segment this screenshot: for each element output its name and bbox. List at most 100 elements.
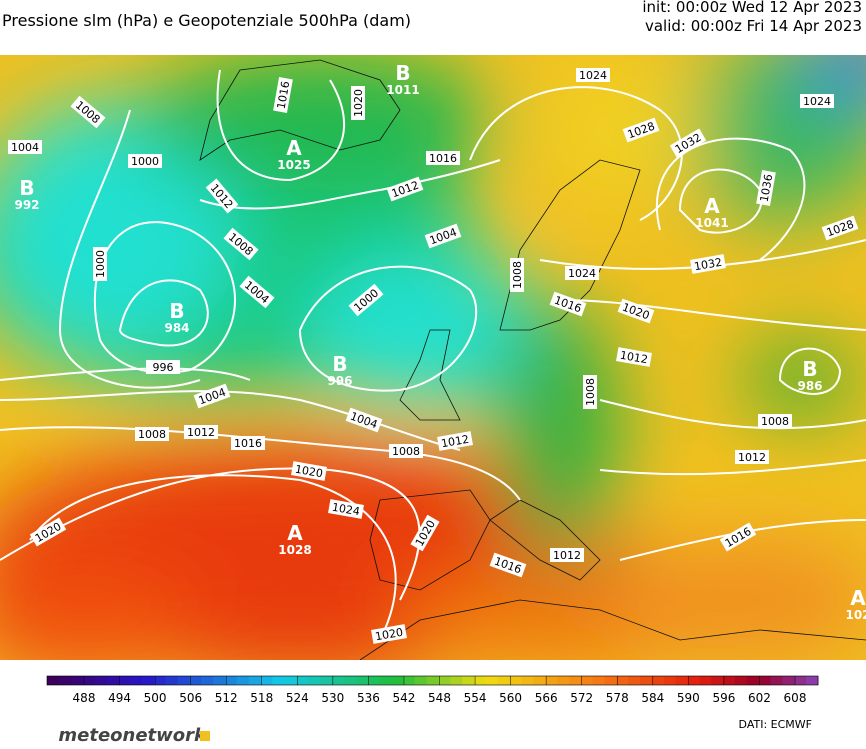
isobar-label: 1008 [583, 375, 597, 409]
colorbar-cell [497, 676, 511, 685]
label-box [616, 347, 652, 367]
label-box [800, 94, 834, 108]
isobar-label: 1016 [231, 436, 265, 450]
isobar-value: 1008 [761, 415, 789, 428]
colorbar-label: 548 [428, 691, 451, 705]
colorbar-label: 578 [606, 691, 629, 705]
isobar-label: 1000 [93, 247, 107, 281]
label-box [389, 444, 423, 458]
label-box [617, 298, 655, 324]
colorbar-label: 494 [108, 691, 131, 705]
isobar-value: 1004 [11, 141, 39, 154]
colorbar-cell [723, 676, 736, 685]
label-box [351, 86, 365, 120]
colorbar-cell [402, 676, 416, 685]
colorbar-cell [450, 676, 463, 685]
colorbar-label: 608 [784, 691, 807, 705]
isobar-label: 1020 [291, 461, 327, 481]
colorbar-label: 518 [250, 691, 273, 705]
colorbar-cell [47, 676, 60, 685]
colorbar-cell [806, 676, 819, 685]
center-letter: B [19, 176, 34, 200]
isobar-value: 996 [153, 361, 174, 374]
center-letter: A [704, 194, 720, 218]
center-letter: B [802, 357, 817, 381]
label-box [489, 552, 527, 578]
colorbar-cell [260, 676, 273, 685]
center-letter: B [332, 352, 347, 376]
label-box [93, 247, 107, 281]
colorbar-cell [545, 676, 558, 685]
colorbar-cell [699, 676, 712, 685]
colorbar-cell [307, 676, 321, 685]
label-box [128, 154, 162, 168]
colorbar-cell [604, 676, 617, 685]
colorbar-cell [82, 676, 95, 685]
colorbar-cell [758, 676, 772, 685]
label-box [70, 95, 106, 129]
label-box [576, 68, 610, 82]
colorbar-cell [331, 676, 345, 685]
isobar-label: 1024 [800, 94, 834, 108]
colorbar-cell [628, 676, 641, 685]
isobar-value: 1000 [94, 250, 107, 278]
isobar-label: 1024 [328, 499, 364, 519]
label-box [756, 170, 776, 206]
center-letter: A [286, 136, 302, 160]
colorbar-label: 542 [392, 691, 415, 705]
label-box [424, 223, 462, 249]
label-box [348, 283, 384, 317]
colorbar-cell [165, 676, 178, 685]
colorbar-cell [509, 676, 522, 685]
colorbar-cell [296, 676, 309, 685]
label-box [690, 254, 726, 274]
title: Pressione slm (hPa) e Geopotenziale 500h… [2, 11, 411, 30]
isobar-label: 1000 [128, 154, 162, 168]
isobar-value: 1036 [758, 173, 776, 203]
isobar-value: 1016 [429, 152, 457, 165]
label-box [328, 499, 364, 519]
center-value: 1041 [695, 216, 728, 230]
colorbar-label: 512 [215, 691, 238, 705]
isobar-value: 1024 [331, 501, 361, 519]
label-box [239, 275, 275, 309]
isobar-value: 1012 [619, 349, 649, 367]
colorbar-label: 524 [286, 691, 309, 705]
center-letter: A [850, 586, 866, 610]
isobar-label: 1036 [756, 170, 776, 206]
colorbar-cell [485, 676, 499, 685]
center-value: 1025 [277, 158, 310, 172]
colorbar-cell [94, 676, 107, 685]
label-box [622, 117, 660, 143]
isobar-label: 1012 [550, 548, 584, 562]
label-box [410, 514, 440, 552]
valid-time: valid: 00:00z Fri 14 Apr 2023 [645, 17, 862, 35]
isobar-label: 1012 [437, 431, 473, 451]
colorbar-cell [414, 676, 428, 685]
logo-square [200, 731, 210, 741]
isobar-value: 1008 [138, 428, 166, 441]
isobar-label: 996 [146, 360, 180, 374]
colorbar-cell [580, 676, 594, 685]
isobar-label: 1008 [135, 427, 169, 441]
isobar-label: 1024 [565, 266, 599, 280]
map: 1008 1004 1000 1016 1020 1024 1024 1028 1032 1036… [0, 55, 866, 660]
colorbar-label: 488 [73, 691, 96, 705]
colorbar-cell [663, 676, 677, 685]
isobar-value: 1020 [352, 89, 365, 117]
colorbar-cell [734, 676, 748, 685]
colorbar-cell [177, 676, 190, 685]
colorbar-cell [568, 676, 582, 685]
isobar-label: 1012 [735, 450, 769, 464]
colorbar-cell [462, 676, 475, 685]
isobar-label: 1024 [576, 68, 610, 82]
isobar-value: 1020 [374, 626, 404, 644]
label-box [735, 450, 769, 464]
isobar-label: 1012 [184, 425, 218, 439]
colorbar-cell [474, 676, 487, 685]
label-box [583, 375, 597, 409]
isobar-label: 1008 [510, 258, 524, 292]
colorbar-cell [248, 676, 262, 685]
colorbar-cell [319, 676, 333, 685]
